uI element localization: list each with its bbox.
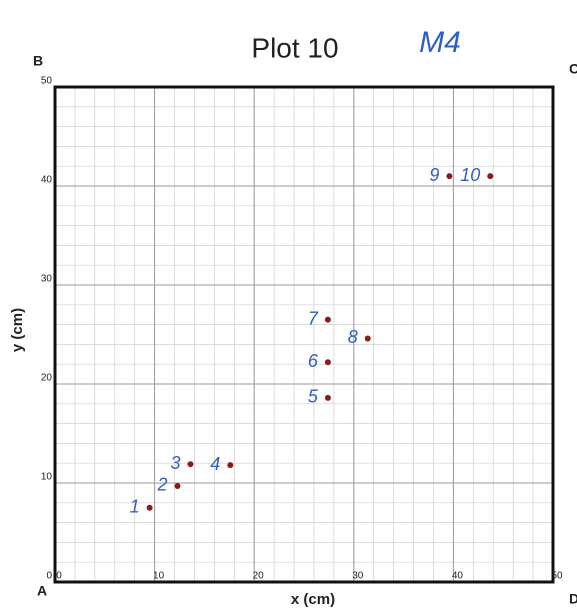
point-label: 8: [348, 327, 358, 347]
data-point: [325, 317, 331, 323]
data-point: [187, 461, 193, 467]
data-point: [147, 505, 153, 511]
data-point: [325, 359, 331, 365]
data-point: [227, 462, 233, 468]
data-point: [446, 173, 452, 179]
data-point: [487, 173, 493, 179]
y-tick-label: 30: [41, 274, 53, 285]
x-axis-label: x (cm): [291, 591, 335, 608]
y-tick-label: 20: [41, 373, 53, 384]
corner-label: D: [569, 591, 577, 607]
x-tick-label: 0: [56, 571, 62, 582]
y-tick-label: 40: [41, 175, 53, 186]
x-tick-label: 10: [153, 571, 165, 582]
y-tick-label: 50: [41, 76, 53, 87]
point-label: 10: [460, 165, 480, 185]
data-point: [365, 335, 371, 341]
data-point: [325, 395, 331, 401]
data-point: [175, 483, 181, 489]
point-label: 9: [429, 165, 439, 185]
y-tick-label: 0: [46, 571, 52, 582]
y-axis-label: y (cm): [9, 308, 26, 352]
point-label: 7: [308, 308, 319, 328]
point-label: 5: [308, 387, 319, 407]
x-tick-label: 30: [352, 571, 364, 582]
corner-label: B: [33, 53, 43, 69]
x-tick-label: 40: [452, 571, 464, 582]
point-label: 1: [130, 497, 140, 517]
point-label: 6: [308, 351, 319, 371]
corner-label: A: [37, 583, 47, 599]
chart-title: Plot 10: [251, 32, 338, 63]
point-label: 4: [210, 454, 220, 474]
corner-label: C: [569, 61, 577, 77]
annotation: M4: [419, 26, 461, 59]
x-tick-label: 20: [253, 571, 265, 582]
page: Plot 10 M4 x (cm) y (cm) A B C D 0102030…: [0, 0, 577, 612]
point-label: 2: [156, 475, 167, 495]
y-tick-label: 10: [41, 472, 53, 483]
point-label: 3: [170, 453, 180, 473]
chart: Plot 10 M4 x (cm) y (cm) A B C D 0102030…: [0, 0, 577, 612]
